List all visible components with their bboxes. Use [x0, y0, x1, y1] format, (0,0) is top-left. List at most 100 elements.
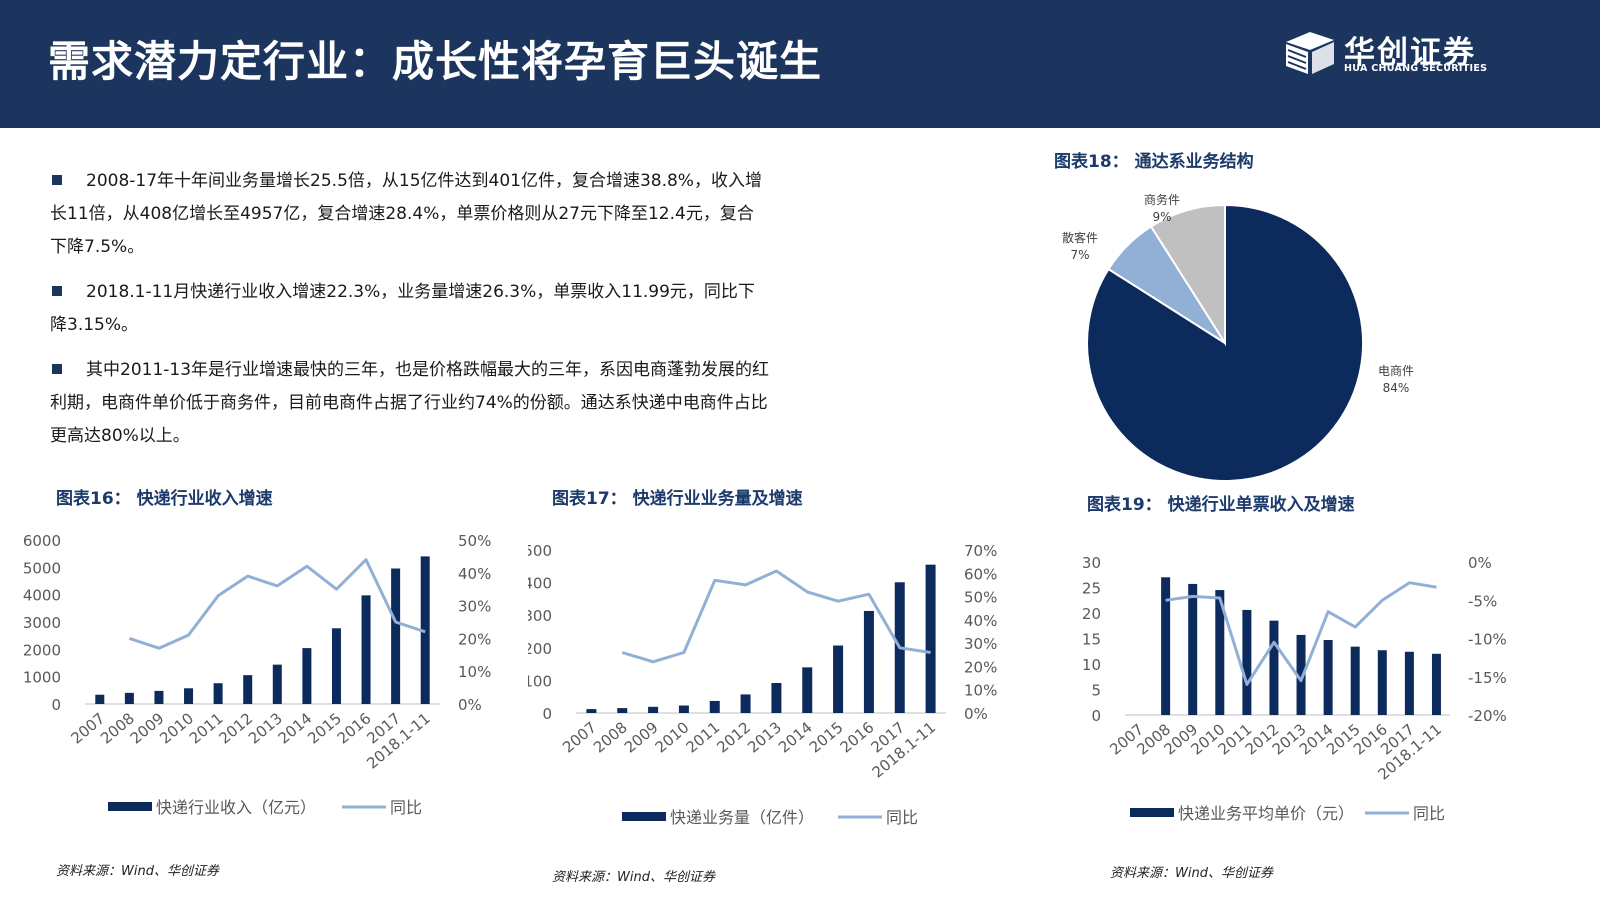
y-right-tick-label: -10%	[1468, 631, 1507, 649]
y-left-tick-label: 0	[51, 696, 61, 714]
legend-line-label: 同比	[390, 798, 422, 817]
chart-bar	[1404, 651, 1414, 715]
chart-bar	[1323, 640, 1333, 715]
chart-bar	[1377, 650, 1387, 715]
fig19-source: 资料来源：Wind、华创证券	[1110, 866, 1273, 881]
y-left-tick-label: 10	[1082, 656, 1101, 674]
bullet-list: 2008-17年十年间业务量增长25.5倍，从15亿件达到401亿件，复合增速3…	[50, 165, 770, 465]
chart-bar	[1215, 590, 1225, 715]
chart-bar	[1296, 634, 1306, 715]
legend-bar-label: 快递业务平均单价（元）	[1178, 804, 1354, 823]
chart-bar	[617, 708, 628, 713]
x-tick-label: 2008	[590, 718, 631, 756]
fig19-title: 图表19： 快递行业单票收入及增速	[1087, 495, 1355, 515]
legend-line-label: 同比	[1413, 804, 1445, 823]
y-right-tick-label: 20%	[458, 630, 491, 648]
chart-bar	[420, 556, 430, 704]
x-tick-label: 2010	[652, 718, 693, 756]
y-left-tick-label: 200	[528, 640, 552, 658]
fig19-chart: 051015202530-20%-15%-10%-5%0%20072008200…	[1082, 554, 1507, 823]
y-left-tick-label: 4000	[23, 587, 61, 605]
legend-bar-label: 快递业务量（亿件）	[670, 808, 814, 827]
chart-bar	[1188, 583, 1198, 715]
company-logo: 华创证券 HUA CHUANG SECURITIES	[1282, 30, 1522, 76]
y-right-tick-label: 70%	[964, 542, 997, 560]
bullet-text: 其中2011-13年是行业增速最快的三年，也是价格跌幅最大的三年，系因电商蓬勃发…	[50, 360, 770, 446]
chart-bar	[709, 700, 720, 713]
y-left-tick-label: 2000	[23, 641, 61, 659]
bullet-item: 其中2011-13年是行业增速最快的三年，也是价格跌幅最大的三年，系因电商蓬勃发…	[50, 354, 770, 453]
chart-bar	[272, 664, 282, 704]
fig17-title: 图表17： 快递行业业务量及增速	[552, 489, 803, 509]
y-left-tick-label: 6000	[23, 532, 61, 550]
pie-label: 散客件	[1062, 230, 1098, 245]
bullet-square-icon	[52, 364, 62, 374]
y-left-tick-label: 0	[542, 705, 552, 723]
y-left-tick-label: 30	[1082, 554, 1101, 572]
y-right-tick-label: 10%	[964, 682, 997, 700]
x-tick-label: 2013	[744, 718, 785, 756]
y-left-tick-label: 5000	[23, 559, 61, 577]
chart-bar	[1350, 646, 1360, 715]
chart-bar	[213, 683, 223, 704]
fig18-chart: 电商件 84% 散客件 7% 商务件 9%	[1062, 192, 1414, 482]
y-left-tick-label: 15	[1082, 631, 1101, 649]
bullet-square-icon	[52, 286, 62, 296]
pie-slice	[1149, 203, 1226, 347]
y-right-tick-label: 10%	[458, 663, 491, 681]
fig16-chart: 0 1000 2000 3000 4000 5000 6000 0% 10% 20% 30% 40% 5…	[23, 532, 492, 817]
fig17-chart: 0 100 200 300 400 500 0% 10% 20% 30% 40% 50% 60% 70% 2…	[528, 542, 997, 827]
y-right-tick-label: 30%	[964, 635, 997, 653]
fig16-title: 图表16： 快递行业收入增速	[56, 489, 273, 509]
y-right-tick-label: 50%	[964, 589, 997, 607]
chart-bar	[154, 690, 164, 704]
y-right-tick-label: -5%	[1468, 592, 1497, 610]
chart-bar	[586, 709, 597, 713]
legend-bar-swatch	[108, 802, 152, 811]
chart-bar	[302, 648, 312, 704]
chart-bar	[833, 645, 844, 713]
chart-bar	[391, 568, 401, 704]
y-right-tick-label: -15%	[1468, 669, 1507, 687]
x-tick-label: 2007	[559, 718, 600, 756]
y-right-tick-label: 40%	[458, 565, 491, 583]
chart-bar	[1161, 577, 1171, 715]
chart-bar	[648, 706, 659, 713]
y-right-tick-label: 0%	[964, 705, 988, 723]
pie-pct-label: 7%	[1070, 248, 1089, 262]
chart-bar	[740, 694, 751, 713]
series-line-yoy	[1165, 581, 1437, 686]
legend-bar-label: 快递行业收入（亿元）	[156, 798, 316, 817]
chart-bar	[1242, 609, 1252, 715]
x-tick-label: 2009	[621, 718, 662, 756]
logo-cube-icon	[1286, 32, 1334, 74]
y-left-tick-label: 400	[528, 575, 552, 593]
chart-bar	[243, 675, 253, 704]
chart-bar	[1269, 620, 1279, 715]
y-right-tick-label: 30%	[458, 598, 491, 616]
x-tick-label: 2012	[713, 718, 754, 756]
logo-name-en: HUA CHUANG SECURITIES	[1344, 63, 1488, 74]
y-left-tick-label: 0	[1091, 707, 1101, 725]
fig16-source: 资料来源：Wind、华创证券	[56, 864, 219, 879]
y-left-tick-label: 500	[528, 542, 552, 560]
legend-bar-swatch	[1130, 808, 1174, 817]
x-tick-label: 2011	[682, 718, 723, 756]
y-left-tick-label: 100	[528, 672, 552, 690]
chart-bar	[771, 683, 782, 713]
x-tick-label: 2015	[806, 718, 847, 756]
header-bar: 需求潜力定行业：成长性将孕育巨头诞生 华创证券 HUA CHUANG SECUR…	[0, 0, 1600, 128]
pie-pct-label: 9%	[1152, 210, 1171, 224]
chart-bar	[184, 688, 194, 704]
y-right-tick-label: 0%	[1468, 554, 1492, 572]
y-right-tick-label: 0%	[458, 696, 482, 714]
chart-bar	[802, 667, 813, 713]
chart-bar	[361, 595, 371, 704]
chart-bar	[95, 694, 105, 704]
chart-bar	[124, 692, 134, 704]
pie-label: 电商件	[1378, 363, 1414, 378]
page-title: 需求潜力定行业：成长性将孕育巨头诞生	[48, 37, 823, 86]
chart-bar	[331, 628, 341, 704]
y-left-tick-label: 5	[1091, 682, 1101, 700]
bullet-text: 2008-17年十年间业务量增长25.5倍，从15亿件达到401亿件，复合增速3…	[50, 171, 762, 257]
